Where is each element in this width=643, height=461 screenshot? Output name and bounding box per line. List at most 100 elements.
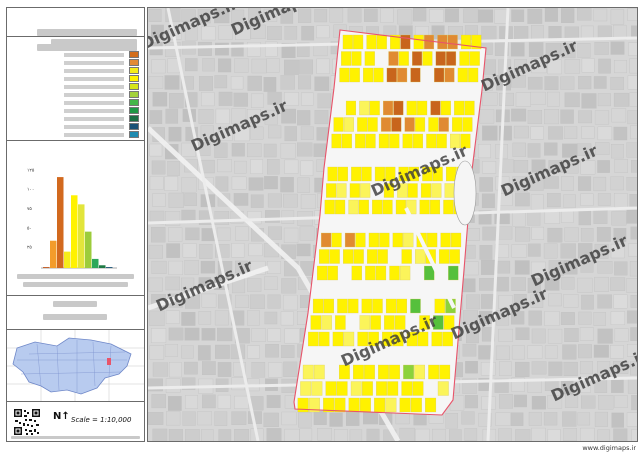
background-block [148,244,163,259]
district-parcel [394,315,406,330]
legend-label [64,93,124,97]
district-parcel [316,265,328,281]
district-parcel [370,315,381,330]
background-block [250,159,263,174]
background-block [578,344,592,359]
background-block [197,345,211,361]
credits-placeholder [11,436,140,439]
district-parcels [294,30,486,415]
background-block [547,227,563,243]
background-block [560,210,574,223]
background-block [199,244,213,259]
background-block [152,92,168,107]
background-block [547,193,561,208]
district-parcel [397,67,408,83]
background-block [151,328,167,343]
district-parcel [432,166,443,182]
legend-entry [7,99,144,107]
background-block [594,42,609,55]
background-block [429,9,444,23]
background-block [329,412,343,427]
background-block [444,8,459,23]
background-block [495,176,510,191]
background-block [152,193,166,207]
legend-swatch [129,59,139,66]
district-parcel [367,117,378,132]
background-block [544,8,558,22]
background-block [200,260,216,274]
district-parcel [373,67,384,83]
background-block [168,429,183,441]
background-block [217,327,233,342]
background-block [347,8,362,23]
background-block [579,327,594,341]
background-block [548,293,562,307]
background-block [185,429,200,441]
district-parcel [347,298,359,314]
background-block [544,109,559,125]
background-block [299,428,313,441]
background-block [578,176,592,191]
background-block [464,428,478,441]
background-block [231,9,245,24]
background-block [168,260,184,275]
background-block [314,76,330,91]
district-parcel [337,298,348,314]
legend-label [64,77,124,81]
district-parcel [378,364,389,380]
background-block [560,379,574,395]
background-block [610,277,626,291]
background-block [412,8,427,22]
district-parcel [329,249,340,264]
background-block [149,345,165,360]
background-block [498,295,513,310]
district-parcel [392,331,404,347]
background-block [614,261,628,276]
background-block [448,429,462,441]
district-parcel [326,183,337,198]
background-block [564,260,578,275]
district-parcel [339,364,350,380]
legend-swatch [129,115,139,122]
background-block [581,126,595,139]
district-parcel [424,34,435,50]
district-parcel [360,183,371,198]
background-block [512,211,526,227]
background-block [627,378,637,394]
background-block [281,345,295,358]
legend-entry [7,115,144,123]
district-parcel [321,315,332,330]
city-region-shape [12,337,132,395]
background-block [247,75,262,91]
district-parcel [308,331,319,347]
district-parcel [385,298,397,314]
district-parcel [367,249,378,264]
background-block [547,59,562,75]
district-parcel [412,381,424,396]
district-parcel [379,232,390,248]
district-parcel [440,100,451,116]
map-canvas [148,8,637,441]
background-block [263,8,278,22]
background-block [247,143,262,158]
background-block [202,394,216,409]
background-block [217,362,232,377]
background-block [280,143,296,159]
background-block [630,361,637,376]
background-block [544,277,560,291]
legend-swatch [129,123,139,130]
background-block [215,176,229,192]
legend-heading-placeholder [37,44,137,51]
legend-swatch [129,99,139,106]
legend-entry [7,59,144,67]
district-parcel [321,232,332,248]
legend-entry [7,91,144,99]
background-block [545,43,561,57]
district-parcel [341,133,352,149]
background-block [247,109,261,123]
background-block [561,276,575,290]
legend-label [64,53,124,57]
background-block [629,92,637,107]
background-block [280,311,294,326]
main-map[interactable]: Digimaps.ir Digimaps.ir Digimaps.ir Digimap… [147,7,638,442]
